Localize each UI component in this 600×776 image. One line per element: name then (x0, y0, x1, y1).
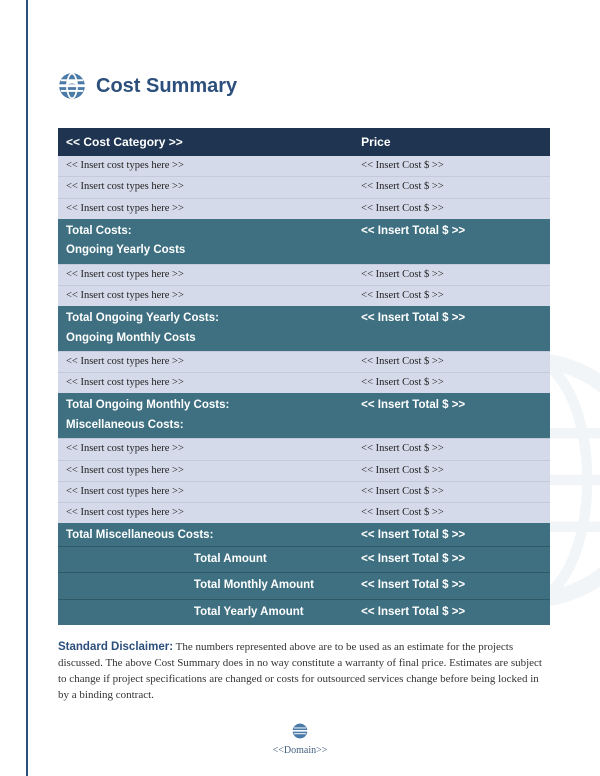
cell-category: << Insert cost types here >> (58, 156, 353, 177)
footer-globe-icon (292, 723, 308, 742)
page-content: Cost Summary << Cost Category >> Price <… (58, 0, 570, 776)
grand-total-label: Total Yearly Amount (186, 599, 353, 625)
section-total-label: Total Ongoing Monthly Costs: (58, 393, 353, 416)
cell-price: << Insert Cost $ >> (353, 198, 550, 219)
table-row: << Insert cost types here >><< Insert Co… (58, 503, 550, 524)
table-row: << Insert cost types here >><< Insert Co… (58, 460, 550, 481)
section-heading: Ongoing Monthly Costs (58, 329, 353, 352)
grand-total-label: Total Amount (186, 546, 353, 573)
grand-total-label: Total Monthly Amount (186, 573, 353, 600)
section-heading: Miscellaneous Costs: (58, 416, 353, 439)
cell-price: << Insert Cost $ >> (353, 156, 550, 177)
grand-total-row: Total Yearly Amount<< Insert Total $ >> (58, 599, 550, 625)
cell-price: << Insert Cost $ >> (353, 481, 550, 502)
cell-category: << Insert cost types here >> (58, 352, 353, 373)
cell-category: << Insert cost types here >> (58, 481, 353, 502)
cell-price: << Insert Cost $ >> (353, 352, 550, 373)
cell-price: << Insert Cost $ >> (353, 285, 550, 306)
section-total-label: Total Miscellaneous Costs: (58, 523, 353, 546)
disclaimer-label: Standard Disclaimer: (58, 641, 173, 653)
section-heading-row: Ongoing Yearly Costs (58, 241, 550, 264)
cell-category: << Insert cost types here >> (58, 264, 353, 285)
section-total-label: Total Costs: (58, 219, 353, 242)
table-row: << Insert cost types here >><< Insert Co… (58, 439, 550, 460)
grand-total-value: << Insert Total $ >> (353, 599, 550, 625)
section-heading-row: Ongoing Monthly Costs (58, 329, 550, 352)
section-total-row: Total Ongoing Monthly Costs:<< Insert To… (58, 393, 550, 416)
grand-total-value: << Insert Total $ >> (353, 573, 550, 600)
table-row: << Insert cost types here >><< Insert Co… (58, 198, 550, 219)
cell-category: << Insert cost types here >> (58, 177, 353, 198)
cell-price: << Insert Cost $ >> (353, 439, 550, 460)
cell-category: << Insert cost types here >> (58, 460, 353, 481)
header-category: << Cost Category >> (58, 128, 353, 156)
table-row: << Insert cost types here >><< Insert Co… (58, 177, 550, 198)
page-footer: <<Domain>> (0, 723, 600, 756)
table-row: << Insert cost types here >><< Insert Co… (58, 156, 550, 177)
section-total-value: << Insert Total $ >> (353, 393, 550, 416)
section-heading-row: Miscellaneous Costs: (58, 416, 550, 439)
table-row: << Insert cost types here >><< Insert Co… (58, 264, 550, 285)
cell-category: << Insert cost types here >> (58, 198, 353, 219)
grand-total-blank (58, 599, 186, 625)
page-header: Cost Summary (58, 72, 570, 100)
section-total-row: Total Ongoing Yearly Costs:<< Insert Tot… (58, 306, 550, 329)
section-total-label: Total Ongoing Yearly Costs: (58, 306, 353, 329)
cell-price: << Insert Cost $ >> (353, 177, 550, 198)
section-heading: Ongoing Yearly Costs (58, 241, 353, 264)
grand-total-row: Total Monthly Amount<< Insert Total $ >> (58, 573, 550, 600)
cell-price: << Insert Cost $ >> (353, 264, 550, 285)
left-rule (26, 0, 28, 776)
table-row: << Insert cost types here >><< Insert Co… (58, 285, 550, 306)
footer-text: <<Domain>> (273, 745, 328, 756)
section-heading-blank (353, 241, 550, 264)
grand-total-value: << Insert Total $ >> (353, 546, 550, 573)
grand-total-blank (58, 573, 186, 600)
section-total-value: << Insert Total $ >> (353, 306, 550, 329)
table-row: << Insert cost types here >><< Insert Co… (58, 373, 550, 394)
cell-price: << Insert Cost $ >> (353, 460, 550, 481)
header-price: Price (353, 128, 550, 156)
cost-summary-table: << Cost Category >> Price << Insert cost… (58, 128, 550, 625)
cell-price: << Insert Cost $ >> (353, 503, 550, 524)
cell-category: << Insert cost types here >> (58, 439, 353, 460)
section-total-row: Total Costs:<< Insert Total $ >> (58, 219, 550, 242)
cell-category: << Insert cost types here >> (58, 503, 353, 524)
grand-total-row: Total Amount<< Insert Total $ >> (58, 546, 550, 573)
table-row: << Insert cost types here >><< Insert Co… (58, 352, 550, 373)
cell-category: << Insert cost types here >> (58, 285, 353, 306)
cell-category: << Insert cost types here >> (58, 373, 353, 394)
table-header-row: << Cost Category >> Price (58, 128, 550, 156)
disclaimer: Standard Disclaimer: The numbers represe… (58, 639, 550, 704)
page-title: Cost Summary (96, 75, 237, 98)
section-heading-blank (353, 329, 550, 352)
grand-total-blank (58, 546, 186, 573)
section-total-value: << Insert Total $ >> (353, 219, 550, 242)
section-total-value: << Insert Total $ >> (353, 523, 550, 546)
table-row: << Insert cost types here >><< Insert Co… (58, 481, 550, 502)
section-total-row: Total Miscellaneous Costs:<< Insert Tota… (58, 523, 550, 546)
cell-price: << Insert Cost $ >> (353, 373, 550, 394)
globe-icon (58, 72, 86, 100)
section-heading-blank (353, 416, 550, 439)
